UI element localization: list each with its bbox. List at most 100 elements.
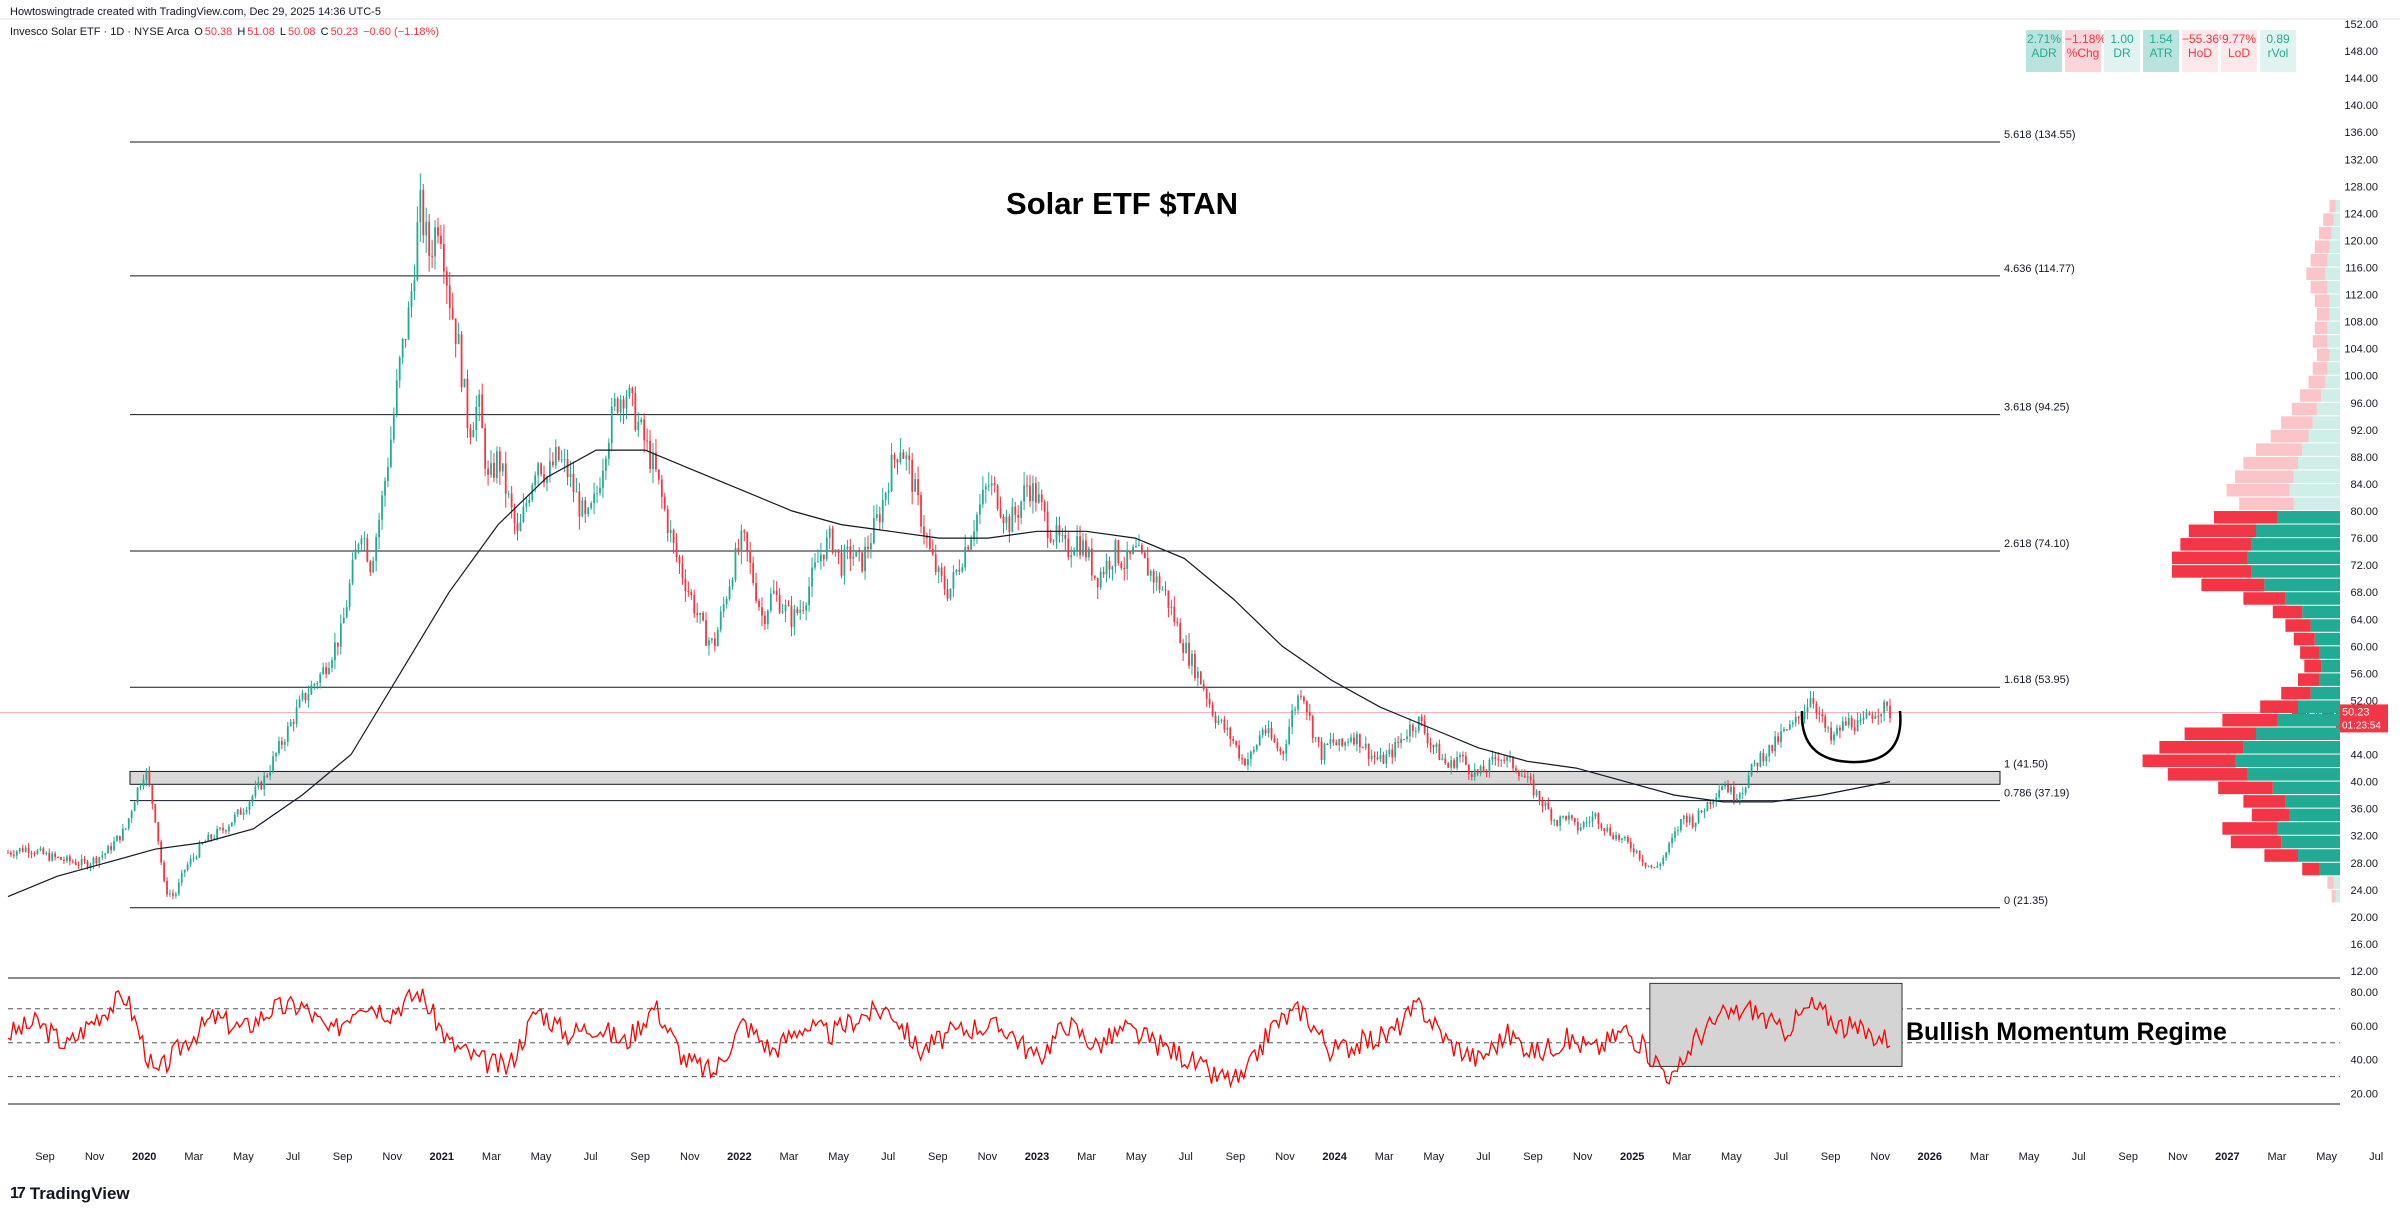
vp-bar-down — [2214, 511, 2277, 524]
candle-body — [1597, 813, 1600, 825]
candle-body — [772, 590, 775, 594]
vp-bar-down — [2281, 686, 2311, 700]
vp-bar-up — [2302, 443, 2340, 456]
rsi-tick-label: 40.00 — [2350, 1055, 2378, 1067]
vp-bar-up — [2335, 889, 2340, 903]
stat-hod: −55.36% HoD — [2182, 30, 2230, 72]
candle-body — [27, 847, 30, 853]
candle-body — [1099, 571, 1102, 588]
candle-body — [440, 235, 442, 245]
candle-body — [1052, 540, 1055, 542]
rsi-axis[interactable]: 80.00 60.00 40.00 20.00 — [2350, 987, 2378, 1101]
candle-body — [348, 583, 351, 608]
candle-body — [905, 455, 908, 459]
candle-body — [475, 406, 478, 430]
candle-body — [457, 334, 460, 345]
price-pane[interactable]: 5.618 (134.55) 4.636 (114.77) 3.618 (94.25… — [0, 129, 2340, 909]
candle-body — [1718, 790, 1721, 798]
candle-body — [1576, 822, 1579, 831]
time-axis[interactable]: Sep Nov 2020 Mar May Jul Sep Nov 2021 Mar May Jul Se… — [35, 1151, 2383, 1163]
candle-body — [979, 504, 981, 515]
time-tick-label: 2027 — [2215, 1151, 2239, 1163]
candle-body — [1064, 534, 1067, 539]
candle-body — [1756, 762, 1759, 767]
candle-body — [448, 285, 451, 309]
candle-body — [319, 674, 322, 684]
candle-body — [1450, 760, 1453, 768]
rsi-pane[interactable] — [7, 982, 2340, 1089]
vp-bar-up — [2256, 727, 2340, 741]
candle-body — [1529, 776, 1532, 780]
candle-body — [1438, 744, 1441, 760]
candle-body — [1444, 758, 1447, 764]
candle-body — [1606, 827, 1609, 832]
candle-body — [993, 483, 996, 486]
chart-title: Solar ETF $TAN — [1006, 186, 1238, 221]
candle-body — [613, 398, 616, 407]
time-tick-label: Mar — [482, 1151, 501, 1163]
candle-body — [334, 642, 336, 661]
candle-body — [1647, 865, 1650, 867]
candle-body — [861, 552, 864, 572]
candle-body — [884, 492, 887, 500]
candle-body — [1394, 741, 1397, 758]
price-tick-label: 68.00 — [2350, 587, 2378, 599]
time-tick-label: May — [2019, 1151, 2040, 1163]
tradingview-logo[interactable]: 17 TradingView — [10, 1184, 130, 1204]
candle-body — [331, 660, 333, 668]
candle-body — [116, 835, 118, 842]
candle-body — [660, 479, 663, 497]
symbol-name[interactable]: Invesco Solar ETF · 1D · NYSE Arca — [10, 26, 190, 38]
candle-body — [1040, 494, 1043, 502]
candle-body — [546, 476, 548, 483]
vp-bar-down — [2243, 456, 2298, 470]
candle-body — [1305, 701, 1308, 713]
vp-bar-up — [2331, 226, 2340, 240]
fib-level-label: 2.618 (74.10) — [2004, 538, 2069, 550]
vp-bar-down — [2285, 619, 2311, 632]
candle-body — [1794, 716, 1797, 723]
time-tick-label: 2020 — [132, 1151, 156, 1163]
candle-body — [696, 613, 699, 615]
candle-body — [1385, 754, 1388, 764]
vp-bar-down — [2314, 321, 2328, 335]
candle-body — [902, 452, 905, 459]
candle-body — [1447, 763, 1450, 768]
candle-body — [834, 549, 837, 553]
candle-body — [136, 787, 139, 803]
time-tick-label: 2026 — [1918, 1151, 1942, 1163]
candle-body — [563, 459, 566, 461]
candle-body — [675, 542, 678, 558]
price-axis[interactable]: 152.00 148.00 144.00 140.00 136.00 132.00 128.… — [2292, 19, 2388, 978]
candle-body — [1326, 743, 1329, 745]
time-tick-label: 2025 — [1620, 1151, 1644, 1163]
vp-bar-down — [2264, 849, 2298, 862]
candle-body — [395, 380, 398, 415]
candle-body — [981, 489, 984, 505]
candle-body — [702, 612, 704, 621]
candle-body — [498, 451, 501, 472]
candle-body — [1332, 739, 1335, 743]
candle-body — [1889, 705, 1891, 719]
candle-body — [198, 843, 201, 858]
price-tick-label: 12.00 — [2350, 966, 2378, 978]
candle-body — [1105, 560, 1108, 575]
vp-bar-up — [2277, 511, 2340, 524]
vp-bar-up — [2285, 795, 2340, 808]
stat-label: DR — [2113, 46, 2131, 60]
price-tag-value: 50.23 — [2342, 706, 2370, 718]
candle-body — [1859, 720, 1862, 722]
vp-bar-up — [2285, 592, 2340, 605]
candle-body — [1727, 784, 1729, 793]
candle-body — [637, 421, 640, 431]
candle-body — [363, 538, 366, 540]
candle-body — [1220, 719, 1223, 721]
candle-body — [1406, 736, 1408, 739]
candle-body — [504, 463, 507, 494]
candle-body — [1512, 756, 1514, 769]
candle-body — [1618, 834, 1620, 840]
candle-body — [174, 893, 177, 896]
candle-body — [236, 809, 239, 815]
candle-body — [369, 561, 372, 573]
